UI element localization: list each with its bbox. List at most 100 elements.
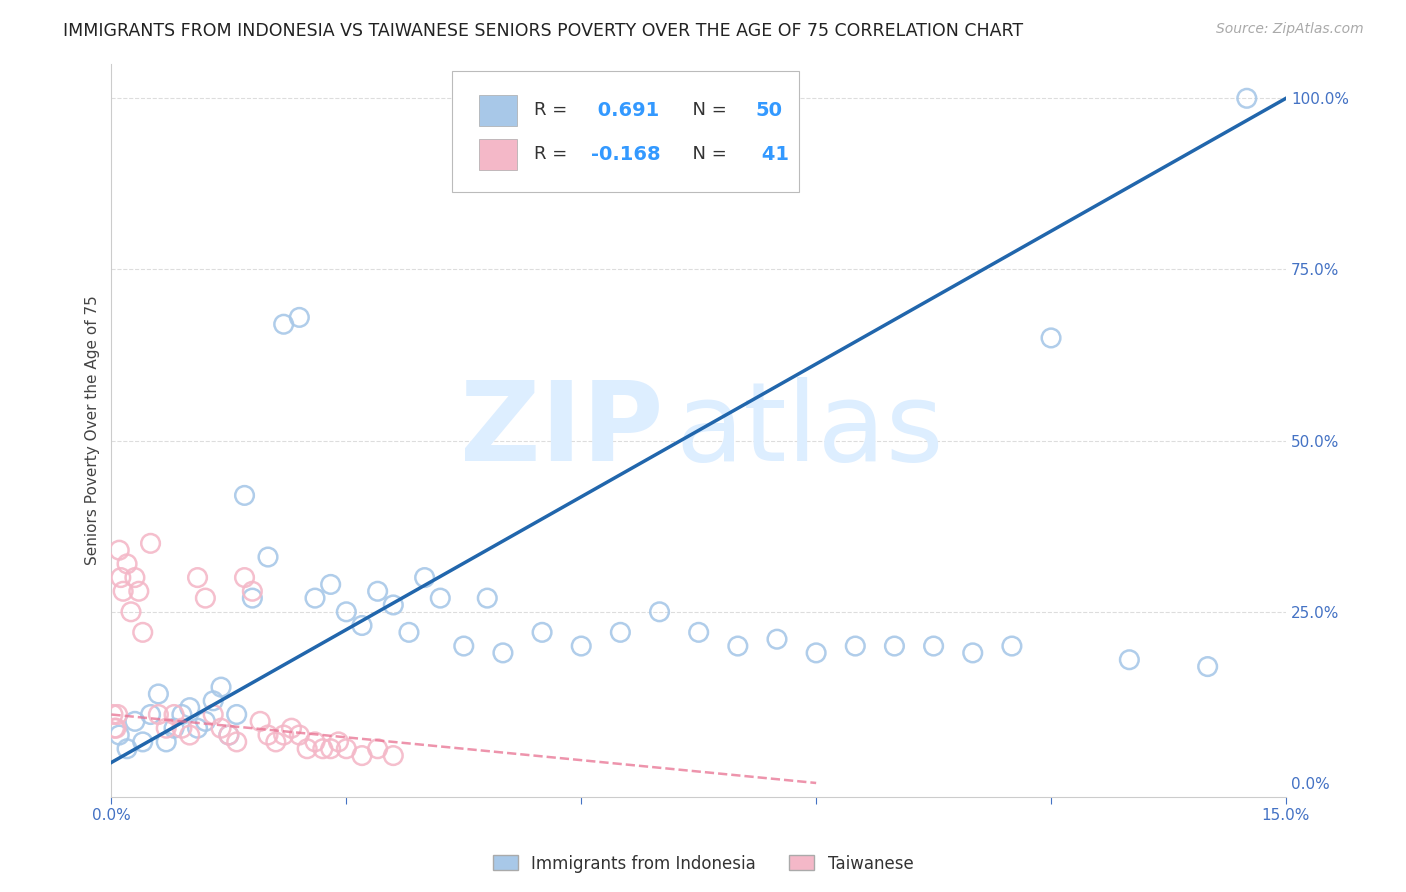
Point (727, 639, 749, 653)
Point (335, 605, 357, 619)
Point (139, 536, 162, 550)
Point (328, 735, 350, 749)
Point (233, 571, 256, 585)
Point (202, 694, 225, 708)
Point (115, 557, 138, 571)
Point (187, 721, 209, 735)
Point (120, 605, 142, 619)
Point (179, 728, 201, 742)
Point (155, 735, 177, 749)
Point (155, 721, 177, 735)
Point (257, 728, 280, 742)
Point (128, 584, 150, 599)
Point (240, 591, 263, 606)
Text: ZIP: ZIP (460, 376, 664, 483)
Point (139, 707, 162, 722)
Point (962, 646, 984, 660)
FancyBboxPatch shape (479, 139, 516, 169)
Point (225, 707, 247, 722)
Point (273, 728, 295, 742)
Point (148, 687, 170, 701)
Point (240, 584, 263, 599)
Point (110, 571, 132, 585)
Point (609, 625, 631, 640)
Point (187, 571, 209, 585)
Legend: Immigrants from Indonesia, Taiwanese: Immigrants from Indonesia, Taiwanese (486, 848, 920, 880)
Text: R =: R = (534, 101, 574, 120)
Point (218, 728, 240, 742)
Point (319, 577, 342, 591)
Text: 0.691: 0.691 (591, 101, 659, 120)
Point (170, 721, 193, 735)
Point (249, 714, 271, 729)
Point (124, 714, 146, 729)
Point (382, 748, 405, 763)
Point (101, 707, 124, 722)
Point (233, 488, 256, 502)
Point (453, 639, 475, 653)
Point (367, 584, 389, 599)
Point (170, 707, 193, 722)
Point (202, 707, 225, 722)
Point (209, 721, 232, 735)
Point (179, 700, 201, 714)
Point (288, 310, 311, 325)
Point (218, 728, 240, 742)
Point (367, 741, 389, 756)
Point (194, 591, 217, 606)
Text: Source: ZipAtlas.com: Source: ZipAtlas.com (1216, 22, 1364, 37)
Point (163, 721, 186, 735)
Point (280, 721, 302, 735)
Point (264, 735, 287, 749)
Point (112, 584, 135, 599)
Text: 41: 41 (755, 145, 789, 163)
Point (382, 598, 405, 612)
Point (922, 639, 945, 653)
Point (209, 680, 232, 694)
Text: -0.168: -0.168 (591, 145, 661, 163)
Point (304, 735, 326, 749)
Point (1040, 331, 1063, 345)
Point (688, 625, 710, 640)
Point (804, 646, 827, 660)
Point (531, 625, 554, 640)
FancyBboxPatch shape (453, 71, 799, 193)
Point (194, 714, 217, 729)
Point (883, 639, 905, 653)
Point (105, 721, 128, 735)
Point (163, 707, 186, 722)
Point (108, 728, 131, 742)
FancyBboxPatch shape (479, 95, 516, 126)
Point (1236, 91, 1258, 105)
Point (1001, 639, 1024, 653)
Point (132, 625, 155, 640)
Text: 50: 50 (755, 101, 782, 120)
Point (413, 571, 436, 585)
Point (492, 646, 515, 660)
Point (312, 741, 335, 756)
Point (477, 591, 499, 606)
Point (257, 549, 280, 564)
Text: atlas: atlas (675, 376, 943, 483)
Point (319, 741, 342, 756)
Text: IMMIGRANTS FROM INDONESIA VS TAIWANESE SENIORS POVERTY OVER THE AGE OF 75 CORREL: IMMIGRANTS FROM INDONESIA VS TAIWANESE S… (63, 22, 1024, 40)
Point (148, 707, 170, 722)
Point (132, 735, 155, 749)
Point (225, 735, 247, 749)
Text: R =: R = (534, 145, 574, 163)
Point (844, 639, 866, 653)
Text: N =: N = (681, 145, 733, 163)
Point (766, 632, 789, 647)
Point (350, 748, 373, 763)
Point (1118, 653, 1140, 667)
Y-axis label: Seniors Poverty Over the Age of 75: Seniors Poverty Over the Age of 75 (86, 295, 100, 566)
Point (429, 591, 451, 606)
Text: N =: N = (681, 101, 733, 120)
Point (115, 741, 138, 756)
Point (288, 728, 311, 742)
Point (124, 571, 146, 585)
Point (108, 543, 131, 558)
Point (295, 741, 318, 756)
Point (350, 618, 373, 632)
Point (107, 707, 129, 722)
